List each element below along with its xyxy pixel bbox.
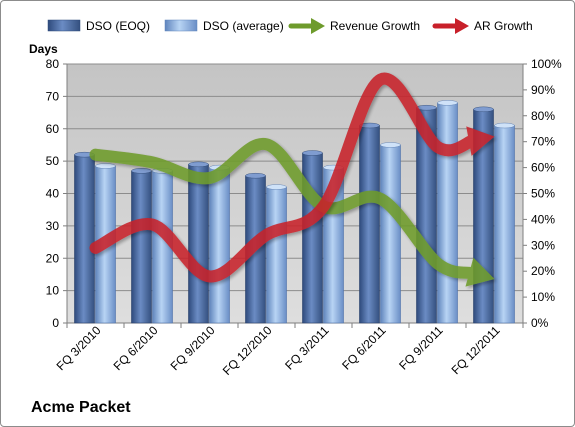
bar-dso-average	[494, 122, 515, 324]
legend-arrow-revenue-growth	[288, 18, 325, 34]
y-tick-label: 10	[46, 284, 60, 298]
bar-body	[494, 125, 515, 324]
bar-body	[152, 170, 173, 324]
y-tick-label: 50	[46, 154, 60, 168]
bar-cap	[302, 150, 323, 156]
legend-swatch-dso-eoq	[47, 19, 81, 32]
growth-lines	[89, 72, 495, 287]
bar-dso-average	[266, 184, 287, 324]
bar-cap	[380, 142, 401, 148]
y-tick-label: 20	[46, 251, 60, 265]
bar-body	[380, 144, 401, 324]
y-ticks: 0 10 20 30 40 50 60 70 80	[46, 57, 67, 330]
bar-cap	[131, 168, 152, 174]
y2-tick-label: 0%	[531, 316, 549, 330]
y-tick-label: 0	[52, 316, 59, 330]
x-tick-label: FQ 9/2011	[396, 323, 446, 373]
y2-tick-label: 40%	[531, 212, 555, 226]
x-tick-label: FQ 3/2010	[54, 323, 104, 373]
x-tick-label: FQ 12/2011	[449, 323, 503, 377]
x-tick-label: FQ 12/2010	[220, 323, 275, 378]
legend-label-ar-growth: AR Growth	[474, 19, 533, 33]
bar-body	[359, 125, 380, 324]
y-tick-label: 40	[46, 187, 60, 201]
bar-body	[437, 102, 458, 324]
bar-dso-eoq	[74, 151, 95, 324]
y2-tick-label: 30%	[531, 238, 555, 252]
y-tick-label: 80	[46, 57, 60, 71]
y2-tick-label: 20%	[531, 264, 555, 278]
revenue-growth-arrow	[89, 138, 495, 287]
arrow-head	[465, 257, 495, 287]
x-ticks: FQ 3/2010 FQ 6/2010 FQ 9/2010 FQ 12/2010 FQ …	[54, 323, 524, 378]
y2-tick-label: 90%	[531, 83, 555, 97]
bar-cap	[188, 161, 209, 168]
bar-dso-average	[209, 164, 230, 324]
y2-tick-label: 10%	[531, 290, 555, 304]
x-tick-label: FQ 3/2011	[282, 323, 332, 373]
arrow-head	[466, 126, 495, 156]
y2-tick-label: 80%	[531, 109, 555, 123]
y2-tick-label: 50%	[531, 187, 555, 201]
bar-cap	[473, 106, 494, 113]
growth-line	[89, 72, 479, 283]
bar-body	[74, 154, 95, 324]
bar-cap	[437, 100, 458, 106]
legend-label-dso-eoq: DSO (EOQ)	[86, 19, 150, 33]
y2-tick-label: 70%	[531, 135, 555, 149]
bar-body	[209, 167, 230, 324]
bar-dso-eoq	[302, 150, 323, 324]
bar-dso-eoq	[359, 122, 380, 324]
bar-dso-eoq	[188, 161, 209, 324]
legend: DSO (EOQ) DSO (average) Revenue Growth A…	[47, 18, 533, 34]
legend-label-dso-average: DSO (average)	[203, 19, 284, 33]
x-tick-label: FQ 9/2010	[168, 323, 218, 373]
bar-cap	[494, 122, 515, 129]
bar-cap	[245, 172, 266, 179]
bar-cap	[416, 105, 437, 111]
bar-dso-eoq	[416, 105, 437, 324]
legend-arrow-ar-growth	[432, 18, 469, 34]
legend-swatch-dso-average	[164, 19, 198, 32]
x-tick-label: FQ 6/2011	[339, 323, 389, 373]
y2-ticks: 0% 10% 20% 30% 40% 50% 60% 70% 80% 90% 100%	[523, 57, 562, 330]
ar-growth-arrow	[89, 72, 495, 283]
company-label: Acme Packet	[31, 399, 131, 416]
bar-cap	[266, 184, 287, 190]
bar-dso-average	[380, 142, 401, 324]
bar-dso-eoq	[131, 168, 152, 324]
y-axis-title: Days	[29, 42, 58, 56]
legend-label-revenue-growth: Revenue Growth	[330, 19, 420, 33]
bar-body	[188, 164, 209, 324]
x-tick-label: FQ 6/2010	[111, 323, 161, 373]
y-tick-label: 70	[46, 89, 60, 103]
y-tick-label: 60	[46, 122, 60, 136]
bar-cap	[95, 163, 116, 169]
bar-body	[131, 170, 152, 324]
growth-line	[89, 138, 480, 280]
y-tick-label: 30	[46, 219, 60, 233]
y2-tick-label: 60%	[531, 161, 555, 175]
bar-dso-average	[437, 100, 458, 324]
bar-body	[266, 186, 287, 324]
y2-tick-label: 100%	[531, 57, 562, 71]
